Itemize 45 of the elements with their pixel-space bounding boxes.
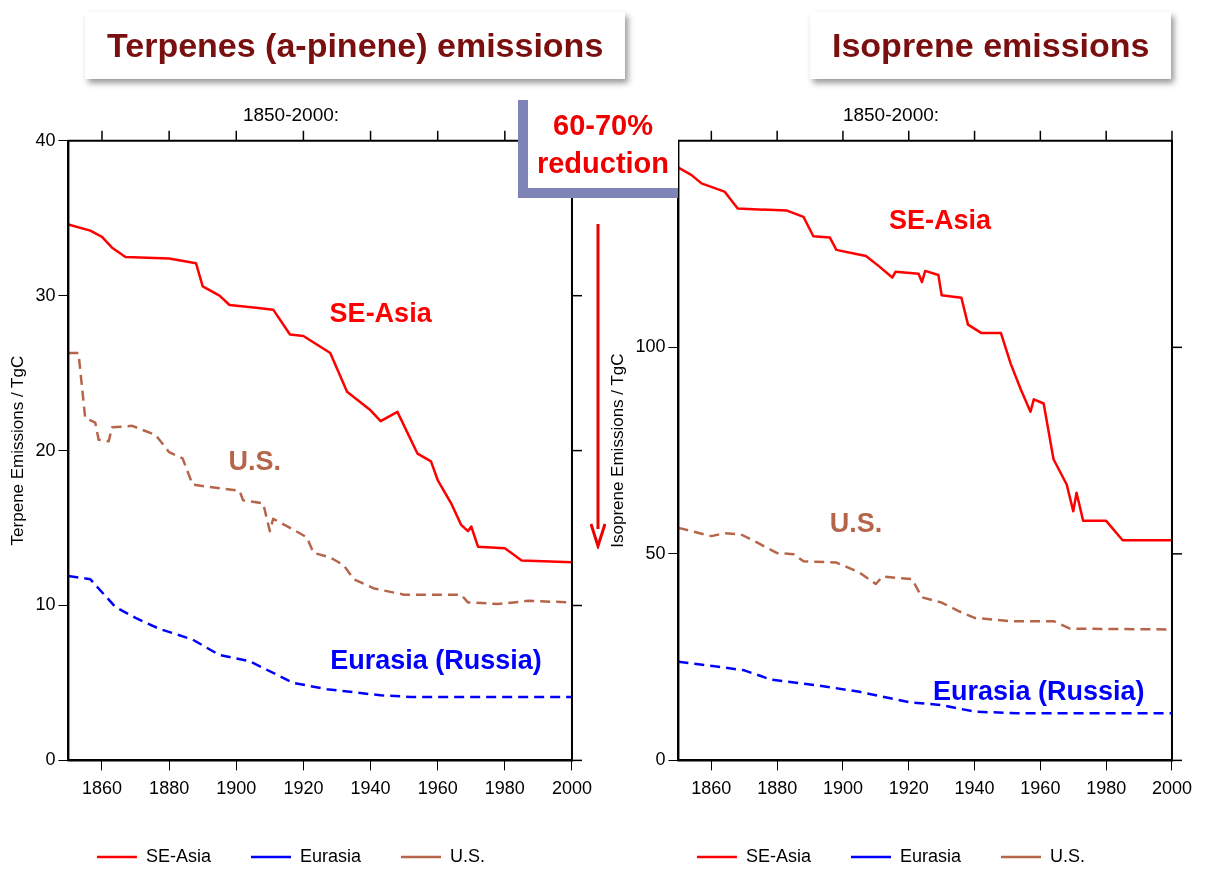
y-tick-label: 0 [655,749,666,770]
chart-subtitle: 1850-2000: [242,103,340,125]
annotation: Eurasia (Russia) [330,644,542,675]
y-tick-label: 100 [635,336,666,357]
chart-subtitle: 1850-2000: [842,103,940,125]
annotation: 60-70% reduction [518,100,678,198]
chart-title: Isoprene emissions [810,12,1172,79]
x-tick-label: 1920 [888,778,929,799]
line-series [68,574,572,699]
y-axis-title: Isoprene Emissions / TgC [607,353,627,548]
x-tick-label: 1880 [149,778,190,799]
x-tick-label: 1960 [1020,778,1061,799]
legend-label: U.S. [1050,845,1086,866]
annotation: Eurasia (Russia) [932,675,1145,706]
y-tick-label: 40 [35,129,56,150]
x-tick-label: 1940 [954,778,995,799]
x-tick-label: 1960 [417,778,458,799]
line-series [678,660,1172,715]
x-tick-label: 1920 [283,778,324,799]
x-tick-label: 1980 [1086,778,1127,799]
y-axis-title: Terpene Emissions / TgC [7,355,27,546]
annotation: U.S. [228,446,281,477]
y-tick-label: 10 [35,594,56,615]
annotation: U.S. [829,508,883,539]
legend-label: SE-Asia [145,845,212,866]
legend-label: SE-Asia [745,845,812,866]
x-tick-label: 2000 [1151,778,1192,799]
legend-label: Eurasia [899,845,963,866]
annotation: SE-Asia [329,297,433,328]
x-tick-label: 1900 [216,778,257,799]
legend-label: Eurasia [299,845,363,866]
y-tick-label: 0 [45,749,56,770]
y-tick-label: 50 [645,542,666,563]
y-tick-label: 30 [35,284,56,305]
x-tick-label: 1940 [350,778,391,799]
x-tick-label: 2000 [551,778,592,799]
x-tick-label: 1900 [822,778,863,799]
chart-title: Terpenes (a-pinene) emissions [85,12,626,79]
x-tick-label: 1860 [691,778,732,799]
annotation: SE-Asia [888,204,993,235]
x-tick-label: 1880 [757,778,798,799]
x-tick-label: 1980 [484,778,525,799]
y-tick-label: 20 [35,439,56,460]
legend-label: U.S. [450,845,486,866]
x-tick-label: 1860 [81,778,123,799]
